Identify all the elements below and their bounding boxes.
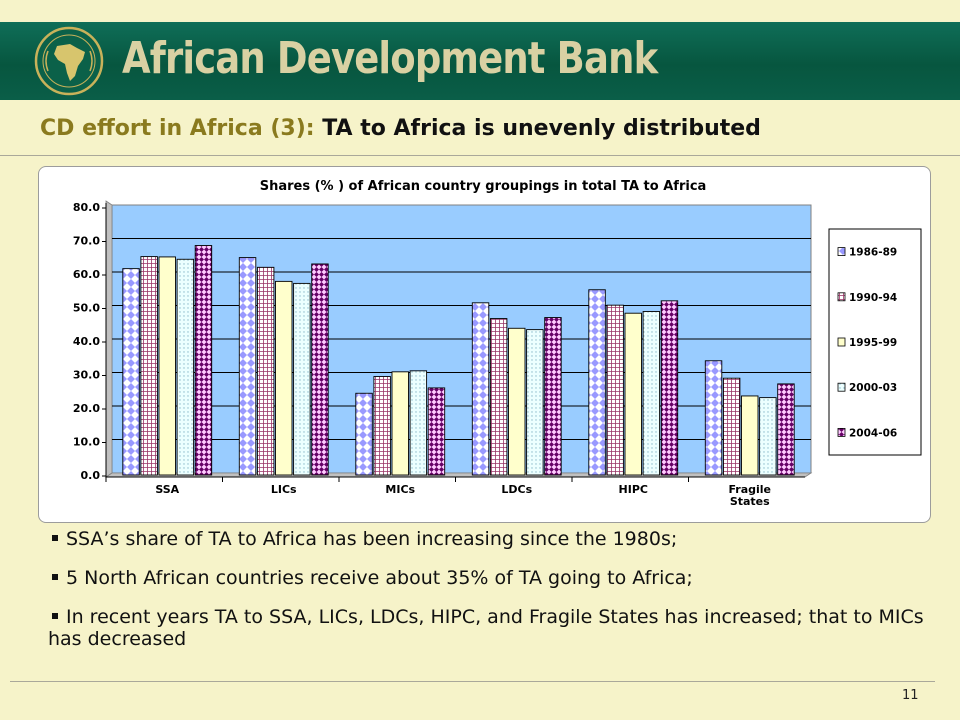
bullet-item: SSA’s share of TA to Africa has been inc… (48, 528, 943, 550)
bar (704, 360, 723, 476)
page-number: 11 (902, 688, 919, 703)
bar (176, 258, 195, 476)
bar (544, 317, 562, 476)
slide-title-prefix: CD effort in Africa (3): (40, 116, 323, 141)
bullet-item: In recent years TA to SSA, LICs, LDCs, H… (48, 606, 924, 650)
x-tick-label: LICs (271, 483, 297, 496)
y-tick-label: 80.0 (73, 201, 100, 214)
y-tick-label: 20.0 (73, 402, 100, 415)
bar (759, 397, 777, 476)
bar (508, 327, 526, 476)
legend-label: 1990-94 (849, 292, 897, 304)
bar (275, 280, 293, 476)
x-tick-label: Fragile (728, 483, 771, 496)
adb-logo-icon (34, 26, 104, 96)
bar (489, 318, 508, 476)
bar (238, 257, 257, 476)
legend-swatch (837, 247, 846, 256)
bar (624, 312, 642, 476)
bar (311, 263, 329, 476)
bar (777, 383, 795, 476)
legend-swatch (837, 292, 846, 302)
x-tick-label: LDCs (501, 483, 532, 496)
bar (471, 302, 490, 476)
y-tick-label: 30.0 (73, 369, 100, 382)
legend-label: 2004-06 (849, 427, 897, 439)
footer-divider (10, 681, 935, 682)
bar (409, 370, 428, 476)
bar (158, 256, 176, 476)
bar (741, 395, 759, 476)
bar (194, 245, 213, 476)
bullet-item: 5 North African countries receive about … (48, 567, 943, 589)
bar (606, 304, 624, 476)
bullet-square-icon (52, 535, 58, 541)
bar (256, 266, 275, 476)
bar (660, 300, 679, 476)
bar (526, 329, 544, 476)
title-divider (0, 155, 960, 156)
plot-wall (105, 200, 113, 478)
bar (373, 376, 391, 476)
slide-title-main: TA to Africa is unevenly distributed (322, 116, 761, 141)
bar (642, 311, 661, 476)
chart-title: Shares (% ) of African country groupings… (260, 179, 707, 194)
slide-title: CD effort in Africa (3): TA to Africa is… (40, 116, 761, 141)
y-tick-label: 60.0 (73, 268, 100, 281)
x-tick-label: MICs (385, 483, 415, 496)
chart-container: Shares (% ) of African country groupings… (38, 166, 931, 523)
bullet-square-icon (52, 574, 58, 580)
bar (427, 387, 446, 476)
y-tick-label: 40.0 (73, 335, 100, 348)
legend-swatch (837, 337, 846, 347)
bar (588, 289, 606, 476)
y-tick-label: 10.0 (73, 436, 100, 449)
y-tick-label: 0.0 (81, 469, 101, 482)
bar (122, 268, 140, 476)
bank-name: African Development Bank (122, 33, 658, 84)
legend-label: 2000-03 (849, 382, 897, 394)
bar (140, 256, 158, 476)
legend-label: 1986-89 (849, 247, 897, 259)
x-tick-label: States (730, 495, 770, 508)
bar (355, 392, 373, 476)
bar (391, 371, 409, 476)
legend-swatch (837, 427, 846, 437)
bullet-square-icon (52, 613, 58, 619)
bar-chart: Shares (% ) of African country groupings… (73, 179, 922, 508)
legend-label: 1995-99 (849, 337, 897, 349)
bullet-list: SSA’s share of TA to Africa has been inc… (48, 528, 943, 667)
legend-swatch (837, 382, 846, 392)
bar (722, 377, 741, 476)
header-banner: African Development Bank (0, 22, 960, 100)
y-tick-label: 50.0 (73, 302, 100, 315)
bar (293, 282, 311, 476)
y-tick-label: 70.0 (73, 235, 100, 248)
x-tick-label: SSA (155, 483, 179, 496)
x-tick-label: HIPC (619, 483, 648, 496)
